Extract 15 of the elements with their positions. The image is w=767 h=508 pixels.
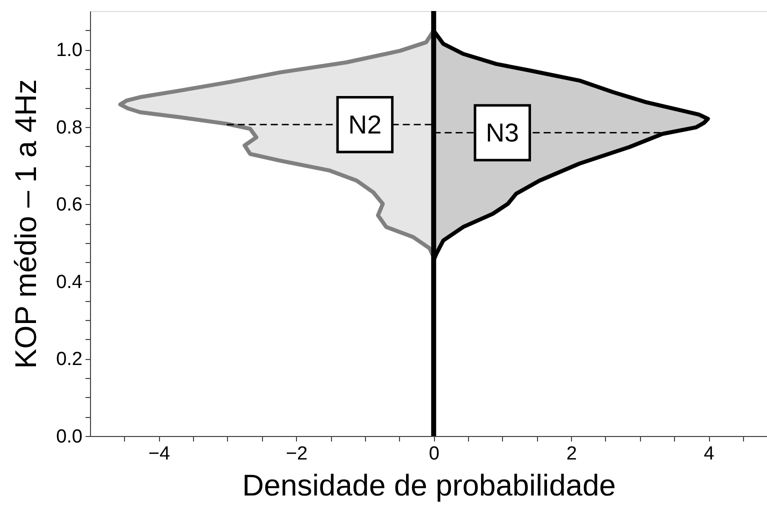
x-tick-label: 4 [704, 444, 715, 464]
y-axis-title: KOP médio – 1 a 4Hz [10, 79, 44, 369]
annotation: N3 [486, 118, 520, 148]
x-tick-label: −2 [286, 444, 308, 464]
y-tick-label: 0.6 [56, 194, 82, 216]
y-tick-label: 0.4 [56, 272, 83, 293]
x-tick-label: 0 [428, 444, 440, 464]
y-tick-label: 0.0 [56, 426, 82, 448]
x-tick-label: 2 [566, 444, 577, 464]
x-tick-label: −4 [148, 444, 170, 464]
annotation: N2 [348, 110, 382, 140]
y-tick-label: 1.0 [56, 40, 82, 62]
y-tick-label: 0.2 [56, 349, 82, 370]
x-axis-title: Densidade de probabilidade [242, 470, 616, 502]
y-tick-label: 0.8 [56, 117, 82, 138]
